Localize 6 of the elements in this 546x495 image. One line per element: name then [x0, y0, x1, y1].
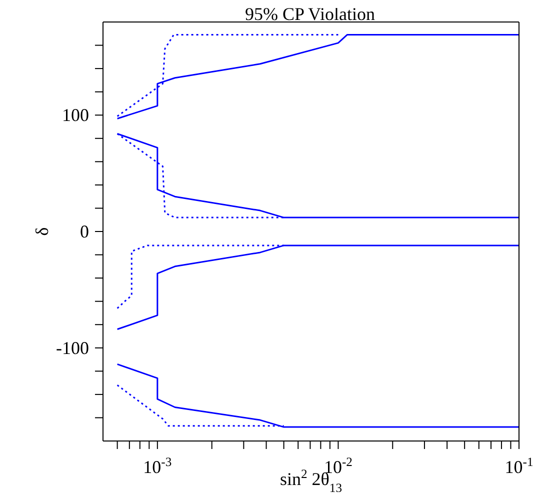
y-tick-label: 100: [62, 105, 89, 126]
x-tick-label: 10$^{-3}$: [143, 455, 172, 477]
x-tick-label: 10$^{-1}$: [504, 455, 534, 477]
y-axis-title: δ: [32, 227, 52, 236]
y-tick-label: -100: [56, 338, 89, 358]
y-tick-label: 0: [80, 222, 89, 242]
